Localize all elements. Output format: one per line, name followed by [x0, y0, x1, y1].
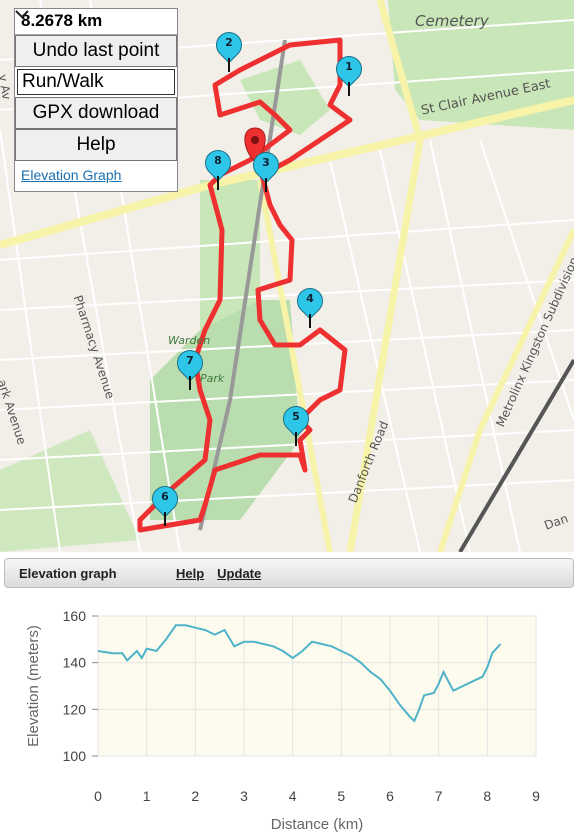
waypoint-marker-7[interactable]: 7: [171, 344, 209, 392]
x-tick-label: 0: [94, 788, 102, 804]
park-area-north: [240, 60, 330, 135]
start-marker-dot: [251, 136, 259, 144]
activity-mode-select[interactable]: Run/Walk: [15, 10, 175, 95]
x-tick-label: 7: [435, 788, 443, 804]
x-tick-label: 8: [483, 788, 491, 804]
label-warden: Warden: [168, 334, 211, 347]
elevation-chart: 100 120 140 160 0 1 2 3 4 5 6 7 8 9 Distance (km) El…: [25, 608, 540, 833]
park-area-southwest: [0, 430, 140, 552]
x-tick-label: 4: [289, 788, 297, 804]
x-axis-label: Distance (km): [271, 816, 364, 833]
x-tick-label: 6: [386, 788, 394, 804]
help-button[interactable]: Help: [15, 129, 177, 161]
y-tick-label: 120: [63, 701, 87, 717]
elevation-panel-title: Elevation graph: [19, 565, 117, 581]
x-tick-label: 5: [337, 788, 345, 804]
route-distance: 8.2678 km: [15, 9, 177, 35]
elevation-graph-link[interactable]: Elevation Graph: [21, 167, 122, 183]
route-path[interactable]: [137, 37, 353, 533]
danforth-avenue-line: [437, 228, 574, 552]
chart-grid: [97, 615, 537, 757]
elevation-panel-header: Elevation graph Help Update: [4, 558, 574, 588]
route-control-panel: 8.2678 km Undo last point Run/Walk GPX d…: [14, 8, 178, 192]
y-axis-label: Elevation (meters): [25, 625, 42, 747]
waypoint-marker-8[interactable]: 8: [199, 144, 237, 192]
x-tick-label: 3: [240, 788, 248, 804]
x-tick-label: 1: [143, 788, 151, 804]
waypoint-marker-2[interactable]: 2: [210, 26, 248, 74]
map-view[interactable]: Cemetery St Clair Avenue East Pharmacy A…: [0, 0, 574, 552]
waypoint-marker-6[interactable]: 6: [146, 480, 184, 528]
y-tick-label: 140: [63, 655, 87, 671]
x-tick-label: 9: [532, 788, 540, 804]
danforth-road-line: [346, 0, 424, 552]
label-park: Park: [200, 372, 225, 385]
x-axis-ticks: 0 1 2 3 4 5 6 7 8 9: [94, 788, 540, 804]
plot-area: [97, 615, 537, 757]
y-axis-ticks: 100 120 140 160: [63, 608, 98, 764]
undo-last-point-button[interactable]: Undo last point: [15, 35, 177, 67]
waypoint-marker-5[interactable]: 5: [277, 400, 315, 448]
cemetery-area: [388, 0, 574, 130]
waypoint-marker-3[interactable]: 3: [247, 146, 285, 194]
x-tick-label: 2: [191, 788, 199, 804]
metrolinx-rail: [458, 358, 574, 552]
chevron-down-icon: [15, 10, 29, 19]
map-canvas[interactable]: [0, 0, 574, 552]
elevation-update-link[interactable]: Update: [217, 565, 262, 581]
gpx-download-button[interactable]: GPX download: [15, 97, 177, 129]
warden-avenue-line: [257, 179, 333, 552]
waypoint-marker-4[interactable]: 4: [291, 282, 329, 330]
activity-mode-value: Run/Walk: [22, 71, 104, 92]
waypoint-marker-1[interactable]: 1: [330, 50, 368, 98]
elevation-series-line: [97, 624, 502, 723]
y-tick-label: 100: [63, 748, 87, 764]
elevation-help-link[interactable]: Help: [176, 565, 205, 581]
y-tick-label: 160: [63, 608, 87, 624]
label-cemetery: Cemetery: [415, 12, 489, 30]
